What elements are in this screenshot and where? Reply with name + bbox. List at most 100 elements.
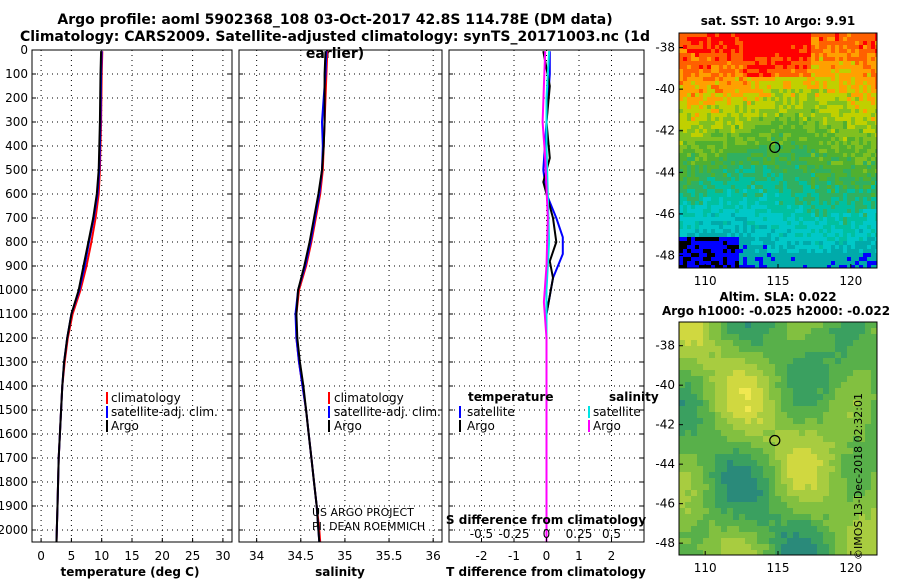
- map-cell: [691, 550, 697, 555]
- map-cell: [811, 33, 815, 37]
- map-cell: [787, 217, 791, 221]
- map-cell: [745, 538, 751, 544]
- map-cell: [793, 490, 799, 496]
- map-cell: [823, 376, 829, 382]
- map-cell: [851, 105, 855, 109]
- map-cell: [743, 217, 747, 221]
- map-cell: [847, 69, 851, 73]
- legend-label-satellite: satellite-adj. clim.: [334, 405, 441, 419]
- map-cell: [695, 121, 699, 125]
- map-cell: [803, 101, 807, 105]
- map-cell: [679, 544, 685, 550]
- map-cell: [691, 65, 695, 69]
- map-cell: [739, 89, 743, 93]
- map-cell: [683, 121, 687, 125]
- map-cell: [757, 538, 763, 544]
- map-cell: [799, 249, 803, 253]
- map-cell: [751, 376, 757, 382]
- map-cell: [851, 101, 855, 105]
- map-cell: [835, 189, 839, 193]
- map-cell: [871, 157, 875, 161]
- map-cell: [841, 418, 847, 424]
- map-cell: [751, 225, 755, 229]
- map-cell: [851, 237, 855, 241]
- map-cell: [787, 37, 791, 41]
- map-cell: [763, 153, 767, 157]
- map-cell: [715, 45, 719, 49]
- map-cell: [787, 205, 791, 209]
- map-cell: [695, 233, 699, 237]
- map-cell: [751, 81, 755, 85]
- map-cell: [831, 133, 835, 137]
- map-cell: [759, 237, 763, 241]
- map-cell: [803, 121, 807, 125]
- map-cell: [695, 229, 699, 233]
- map-cell: [827, 93, 831, 97]
- map-cell: [867, 217, 871, 221]
- map-cell: [711, 153, 715, 157]
- map-cell: [691, 85, 695, 89]
- map-cell: [847, 221, 851, 225]
- map-cell: [823, 382, 829, 388]
- map-cell: [745, 400, 751, 406]
- map-cell: [739, 109, 743, 113]
- map-cell: [787, 81, 791, 85]
- map-cell: [751, 233, 755, 237]
- map-cell: [739, 370, 745, 376]
- map-cell: [691, 502, 697, 508]
- map-cell: [739, 237, 743, 241]
- map-cell: [835, 177, 839, 181]
- map-cell: [807, 193, 811, 197]
- map-cell: [715, 460, 721, 466]
- map-cell: [783, 233, 787, 237]
- map-cell: [697, 538, 703, 544]
- map-cell: [871, 129, 875, 133]
- map-cell: [875, 149, 877, 153]
- map-cell: [695, 253, 699, 257]
- map-cell: [685, 376, 691, 382]
- map-cell: [799, 193, 803, 197]
- map-cell: [699, 97, 703, 101]
- map-cell: [703, 173, 707, 177]
- map-cell: [827, 245, 831, 249]
- map-cell: [727, 532, 733, 538]
- map-cell: [867, 193, 871, 197]
- map-cell: [733, 532, 739, 538]
- map-cell: [787, 61, 791, 65]
- map-cell: [823, 193, 827, 197]
- map-cell: [859, 382, 865, 388]
- map-cell: [867, 109, 871, 113]
- map-cell: [763, 121, 767, 125]
- map-cell: [699, 121, 703, 125]
- map-cell: [811, 460, 817, 466]
- map-cell: [799, 57, 803, 61]
- map-cell: [775, 406, 781, 412]
- map-cell: [847, 538, 853, 544]
- map-cell: [805, 412, 811, 418]
- map-cell: [823, 400, 829, 406]
- map-cell: [697, 370, 703, 376]
- map-cell: [691, 209, 695, 213]
- map-cell: [817, 430, 823, 436]
- map-cell: [733, 484, 739, 490]
- map-cell: [775, 364, 781, 370]
- map-cell: [711, 189, 715, 193]
- map-y-tick-label: -44: [655, 457, 675, 471]
- map-cell: [875, 245, 877, 249]
- map-cell: [811, 177, 815, 181]
- map-cell: [767, 225, 771, 229]
- map-cell: [715, 472, 721, 478]
- map-cell: [691, 37, 695, 41]
- map-cell: [871, 105, 875, 109]
- map-cell: [739, 185, 743, 189]
- map-cell: [695, 81, 699, 85]
- map-cell: [679, 93, 683, 97]
- x-tick-label: 25: [185, 549, 200, 563]
- map-cell: [787, 177, 791, 181]
- map-cell: [851, 157, 855, 161]
- map-cell: [755, 213, 759, 217]
- map-cell: [679, 550, 685, 555]
- map-cell: [731, 141, 735, 145]
- map-cell: [781, 538, 787, 544]
- y-tick-label: 600: [5, 187, 28, 201]
